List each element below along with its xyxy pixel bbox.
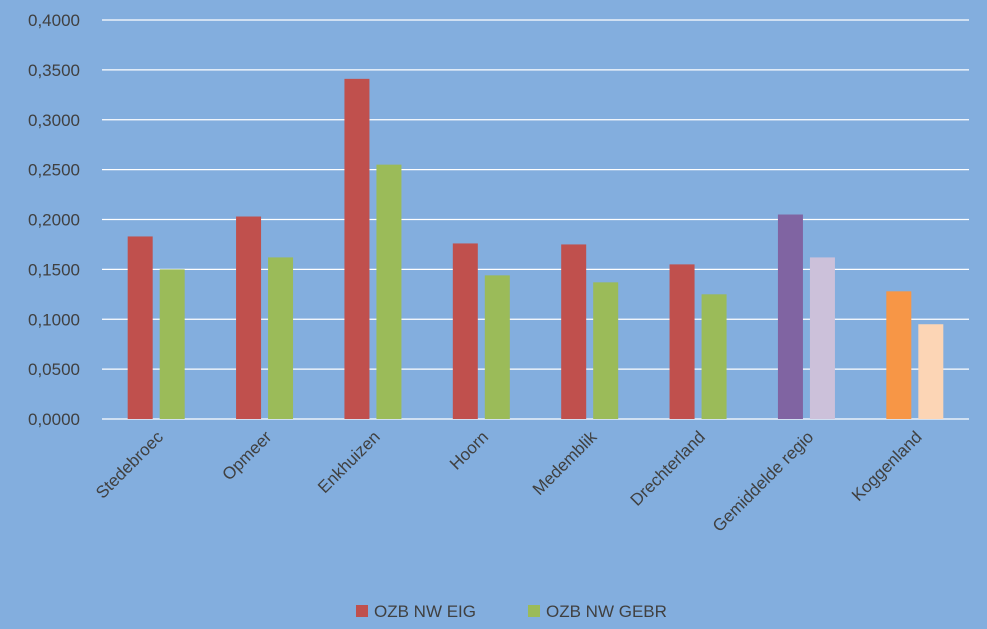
y-tick-label: 0,0500 — [28, 360, 80, 379]
x-axis-category-labels: Stedebroec Opmeer Enkhuizen Hoorn Medemblik D… — [92, 427, 926, 536]
bar-gebr-drechterland — [701, 294, 727, 419]
x-category-label: Koggenland — [848, 427, 926, 505]
legend-label-gebr: OZB NW GEBR — [546, 602, 667, 621]
bar-gebr-enkhuizen — [376, 164, 402, 419]
bar-gebr-gemiddelde-regio — [809, 257, 835, 419]
bar-eig-opmeer — [236, 216, 262, 419]
x-category-label: Stedebroec — [92, 427, 167, 502]
y-tick-label: 0,0000 — [28, 410, 80, 429]
legend-label-eig: OZB NW EIG — [374, 602, 476, 621]
legend: OZB NW EIG OZB NW GEBR — [356, 602, 667, 621]
x-category-label: Gemiddelde regio — [709, 427, 817, 535]
bar-gebr-opmeer — [268, 257, 294, 419]
bar-eig-hoorn — [452, 243, 478, 419]
y-tick-label: 0,2500 — [28, 161, 80, 180]
y-tick-label: 0,1000 — [28, 310, 80, 329]
y-tick-label: 0,1500 — [28, 260, 80, 279]
bar-eig-koggenland — [886, 291, 912, 419]
legend-swatch-gebr — [528, 605, 540, 617]
y-axis-tick-labels: 0,0000 0,0500 0,1000 0,1500 0,2000 0,2500 0,30… — [28, 11, 80, 429]
bar-eig-medemblik — [561, 244, 587, 419]
bars — [127, 78, 944, 419]
x-category-label: Drechterland — [627, 427, 709, 509]
bar-gebr-medemblik — [593, 282, 619, 419]
y-tick-label: 0,2000 — [28, 211, 80, 230]
bar-eig-drechterland — [669, 264, 695, 419]
x-category-label: Enkhuizen — [314, 427, 384, 497]
x-category-label: Hoorn — [446, 427, 492, 473]
y-tick-label: 0,3500 — [28, 61, 80, 80]
bar-gebr-hoorn — [484, 275, 510, 419]
legend-swatch-eig — [356, 605, 368, 617]
bar-eig-enkhuizen — [344, 78, 370, 419]
x-category-label: Medemblik — [529, 427, 601, 499]
gridlines — [102, 19, 969, 420]
x-category-label: Opmeer — [219, 427, 276, 484]
bar-gebr-koggenland — [918, 324, 944, 419]
bar-eig-stedebroec — [127, 236, 153, 419]
bar-eig-gemiddelde-regio — [777, 214, 803, 419]
bar-gebr-stedebroec — [159, 269, 185, 419]
y-tick-label: 0,4000 — [28, 11, 80, 30]
y-tick-label: 0,3000 — [28, 111, 80, 130]
